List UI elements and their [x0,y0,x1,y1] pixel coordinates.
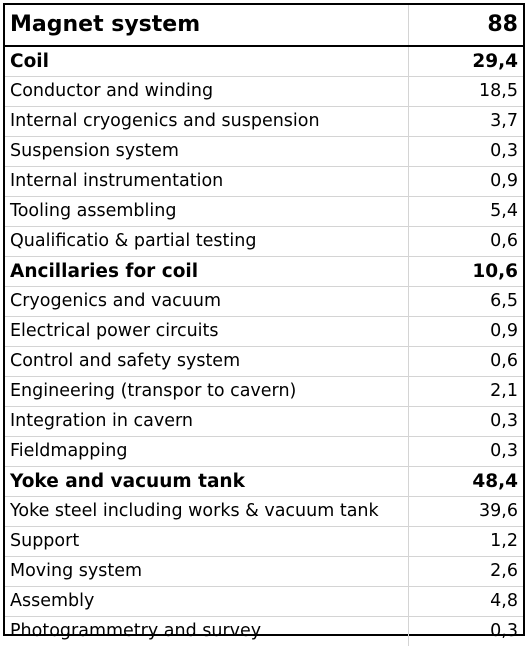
item-value[interactable]: 3,7 [408,107,523,137]
table-row: Electrical power circuits 0,9 [5,317,523,347]
item-value[interactable]: 2,6 [408,557,523,587]
section-label[interactable]: Ancillaries for coil [5,257,408,287]
item-value[interactable]: 4,8 [408,587,523,617]
table-row: Conductor and winding 18,5 [5,77,523,107]
item-label[interactable]: Photogrammetry and survey [5,617,408,646]
item-label[interactable]: Fieldmapping [5,437,408,467]
section-row-ancillaries: Ancillaries for coil 10,6 [5,257,523,287]
item-value[interactable]: 0,3 [408,137,523,167]
item-label[interactable]: Suspension system [5,137,408,167]
section-row-yoke: Yoke and vacuum tank 48,4 [5,467,523,497]
item-label[interactable]: Control and safety system [5,347,408,377]
section-value[interactable]: 29,4 [408,46,523,77]
table-row: Engineering (transpor to cavern) 2,1 [5,377,523,407]
section-label[interactable]: Yoke and vacuum tank [5,467,408,497]
table-row: Tooling assembling 5,4 [5,197,523,227]
item-label[interactable]: Internal cryogenics and suspension [5,107,408,137]
item-label[interactable]: Qualificatio & partial testing [5,227,408,257]
item-label[interactable]: Support [5,527,408,557]
item-value[interactable]: 2,1 [408,377,523,407]
table-row: Suspension system 0,3 [5,137,523,167]
item-value[interactable]: 0,6 [408,347,523,377]
item-label[interactable]: Assembly [5,587,408,617]
table-row: Fieldmapping 0,3 [5,437,523,467]
item-label[interactable]: Integration in cavern [5,407,408,437]
item-label[interactable]: Cryogenics and vacuum [5,287,408,317]
item-value[interactable]: 18,5 [408,77,523,107]
section-value[interactable]: 10,6 [408,257,523,287]
table-row: Internal instrumentation 0,9 [5,167,523,197]
item-value[interactable]: 1,2 [408,527,523,557]
table-row: Support 1,2 [5,527,523,557]
cost-table: Magnet system 88 Coil 29,4 Conductor and… [5,5,523,646]
table-row: Internal cryogenics and suspension 3,7 [5,107,523,137]
table-row: Assembly 4,8 [5,587,523,617]
item-label[interactable]: Internal instrumentation [5,167,408,197]
section-value[interactable]: 48,4 [408,467,523,497]
item-label[interactable]: Engineering (transpor to cavern) [5,377,408,407]
item-value[interactable]: 0,9 [408,167,523,197]
table-row: Integration in cavern 0,3 [5,407,523,437]
table-title-row: Magnet system 88 [5,5,523,46]
table-title-label[interactable]: Magnet system [5,5,408,46]
item-label[interactable]: Moving system [5,557,408,587]
item-label[interactable]: Yoke steel including works & vacuum tank [5,497,408,527]
item-value[interactable]: 0,9 [408,317,523,347]
item-value[interactable]: 6,5 [408,287,523,317]
item-label[interactable]: Electrical power circuits [5,317,408,347]
section-label[interactable]: Coil [5,46,408,77]
item-value[interactable]: 5,4 [408,197,523,227]
table-row: Moving system 2,6 [5,557,523,587]
table-row: Photogrammetry and survey 0,3 [5,617,523,646]
table-row: Qualificatio & partial testing 0,6 [5,227,523,257]
item-value[interactable]: 0,3 [408,407,523,437]
item-value[interactable]: 39,6 [408,497,523,527]
item-label[interactable]: Conductor and winding [5,77,408,107]
item-value[interactable]: 0,3 [408,437,523,467]
table-row: Yoke steel including works & vacuum tank… [5,497,523,527]
cost-table-body: Magnet system 88 Coil 29,4 Conductor and… [5,5,523,646]
cost-table-sheet: Magnet system 88 Coil 29,4 Conductor and… [3,3,525,636]
table-row: Control and safety system 0,6 [5,347,523,377]
item-value[interactable]: 0,6 [408,227,523,257]
table-title-value[interactable]: 88 [408,5,523,46]
section-row-coil: Coil 29,4 [5,46,523,77]
item-label[interactable]: Tooling assembling [5,197,408,227]
item-value[interactable]: 0,3 [408,617,523,646]
table-row: Cryogenics and vacuum 6,5 [5,287,523,317]
